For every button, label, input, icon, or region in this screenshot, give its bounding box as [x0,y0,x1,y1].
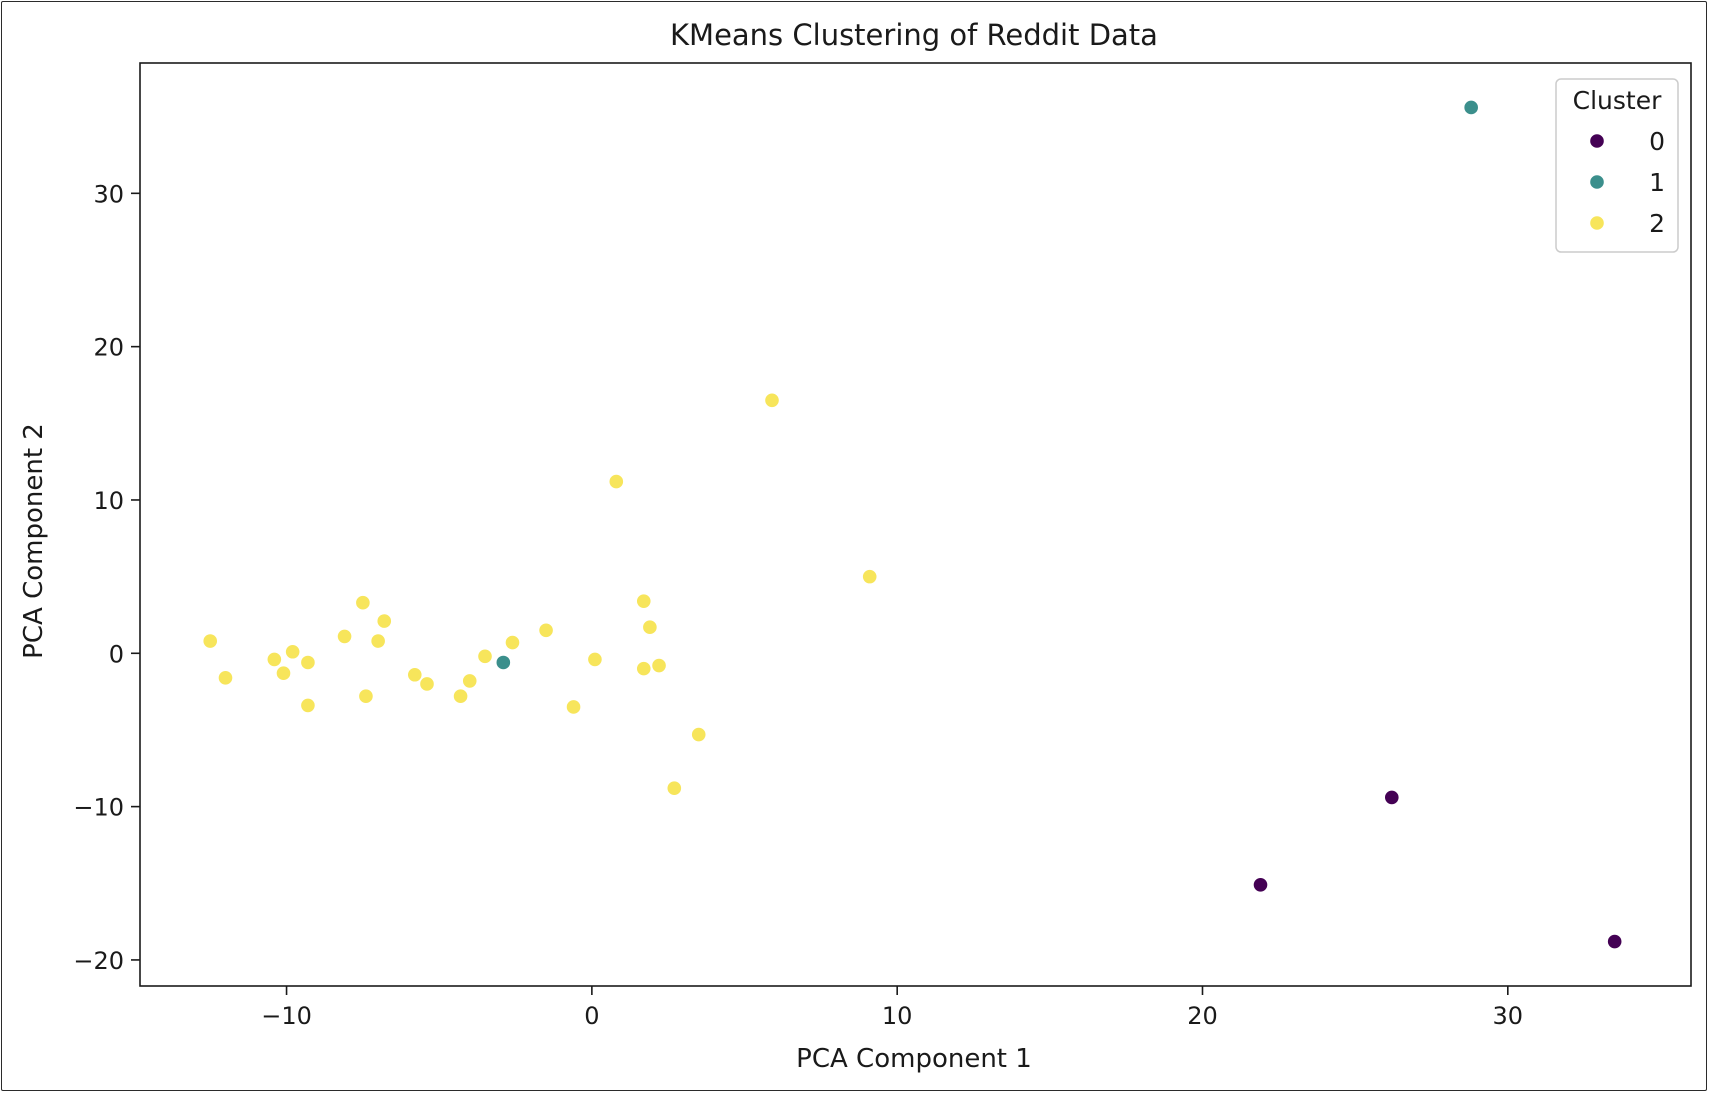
x-tick-label: 30 [1493,1002,1524,1030]
cluster-1-point [495,654,512,671]
legend-label-1: 1 [1649,168,1665,197]
cluster-2-point [418,675,436,693]
y-tick-label: 30 [93,180,124,208]
cluster-0-point [1252,876,1269,894]
cluster-2-point [357,688,375,705]
legend-label-2: 2 [1649,209,1665,238]
x-tick-label: −10 [261,1002,312,1030]
cluster-2-point [586,651,604,668]
x-axis-title: PCA Component 1 [796,1044,1032,1074]
cluster-2-point [763,392,781,409]
cluster-2-point [650,657,668,674]
cluster-0-point [1383,789,1400,806]
y-tick-label: −10 [73,794,124,822]
legend-marker-1 [1588,173,1606,191]
cluster-2-point [369,632,387,650]
x-tick-label: 0 [584,1002,599,1030]
x-tick-label: 10 [882,1002,913,1030]
plot-area-frame [139,62,1692,987]
cluster-2-point [202,632,219,650]
cluster-2-point [406,666,423,683]
legend-entries: 0 1 2 [1588,127,1665,238]
x-axis-ticks: −10 0 10 20 30 [261,986,1523,1030]
cluster-2-point [608,473,625,490]
cluster-2-point [641,619,659,636]
cluster-2-point [666,780,683,797]
legend-marker-2 [1588,214,1606,232]
cluster-2-point [635,660,652,677]
cluster-2-point [452,688,469,705]
y-tick-label: 20 [93,334,124,362]
y-tick-label: 10 [93,487,124,515]
cluster-2-point [284,643,301,660]
cluster-0-point [1606,933,1623,950]
cluster-2-point [336,628,353,645]
legend: Cluster 0 1 2 [1555,78,1679,253]
cluster-2-point [461,672,478,690]
legend-title: Cluster [1573,86,1662,115]
cluster-2-point [299,697,317,714]
cluster-2-point [299,654,317,671]
y-axis-title: PCA Component 2 [19,423,49,659]
cluster-2-point [217,669,234,687]
y-axis-ticks: −20 −10 0 10 20 30 [73,180,140,975]
cluster-2-point [861,568,878,585]
cluster-2-point [275,665,292,682]
cluster-2-point [266,651,283,668]
cluster-2-point [690,726,707,743]
cluster-2-point [504,634,521,651]
cluster-2-point [565,698,582,716]
chart-title: KMeans Clustering of Reddit Data [670,18,1158,52]
cluster-2-point [635,592,652,610]
cluster-2-point [476,648,494,665]
y-tick-label: 0 [109,640,124,668]
legend-box [1555,78,1679,253]
y-tick-label: −20 [73,947,124,975]
cluster-2-point [376,612,393,630]
cluster-2-point [537,622,555,639]
cluster-1-point [1462,99,1480,116]
legend-label-0: 0 [1649,127,1665,156]
legend-marker-0 [1588,132,1606,150]
x-tick-label: 20 [1187,1002,1218,1030]
cluster-2-point [354,594,372,611]
data-points [202,99,1623,950]
